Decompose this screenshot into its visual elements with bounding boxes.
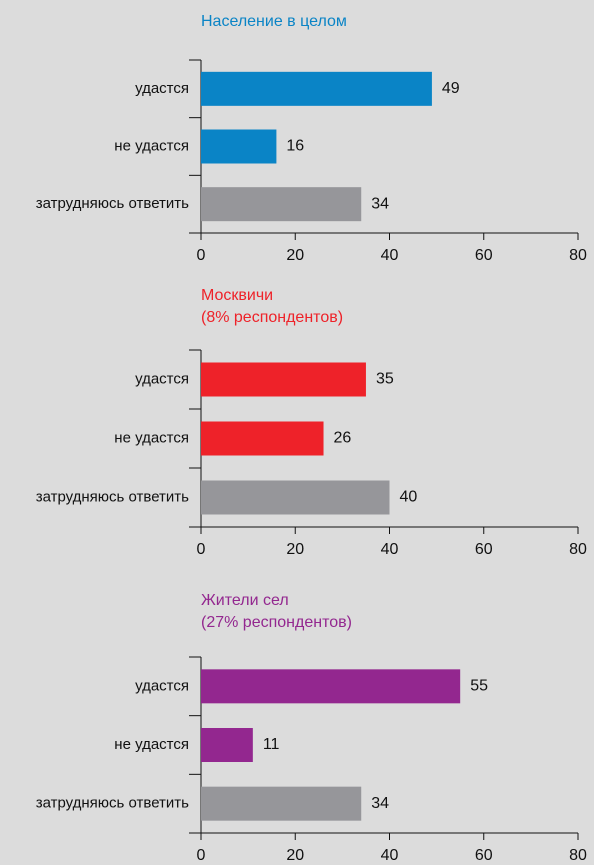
x-tick-label: 80	[569, 541, 587, 558]
x-tick-label: 20	[286, 541, 304, 558]
x-tick-label: 80	[569, 247, 587, 264]
value-label: 40	[400, 489, 418, 506]
bar	[201, 71, 432, 106]
value-label: 11	[263, 736, 280, 753]
x-tick-label: 0	[197, 247, 206, 264]
value-label: 55	[470, 678, 488, 695]
category-label: удастся	[135, 80, 189, 97]
x-tick-label: 20	[286, 847, 304, 864]
category-label: затрудняюсь ответить	[36, 795, 189, 812]
category-label: удастся	[135, 677, 189, 694]
x-tick-label: 0	[197, 541, 206, 558]
category-label: затрудняюсь ответить	[36, 195, 189, 212]
category-label: не удастся	[114, 137, 189, 154]
bar	[201, 480, 390, 515]
category-label: удастся	[135, 370, 189, 387]
x-tick-label: 40	[381, 847, 399, 864]
bar	[201, 669, 461, 704]
chart-title: Население в целом	[201, 13, 347, 30]
category-label: не удастся	[114, 736, 189, 753]
bar	[201, 728, 253, 762]
value-label: 26	[334, 430, 352, 447]
value-label: 34	[371, 795, 389, 812]
value-label: 34	[371, 195, 389, 212]
x-tick-label: 0	[197, 847, 206, 864]
bar	[201, 786, 362, 821]
bar	[201, 129, 277, 164]
chart-title: Жители сел	[201, 592, 289, 609]
value-label: 16	[286, 138, 304, 155]
category-label: затрудняюсь ответить	[36, 488, 189, 505]
chart-title: Москвичи	[201, 287, 273, 304]
x-tick-label: 40	[381, 541, 399, 558]
value-label: 49	[442, 80, 460, 97]
bar	[201, 187, 362, 222]
x-tick-label: 60	[475, 541, 493, 558]
x-tick-label: 60	[475, 847, 493, 864]
x-tick-label: 80	[569, 847, 587, 864]
category-label: не удастся	[114, 429, 189, 446]
x-tick-label: 60	[475, 247, 493, 264]
x-tick-label: 20	[286, 247, 304, 264]
bar	[201, 362, 366, 397]
value-label: 35	[376, 371, 394, 388]
x-tick-label: 40	[381, 247, 399, 264]
bar	[201, 421, 324, 456]
chart-subtitle: (27% респондентов)	[201, 614, 352, 631]
chart-subtitle: (8% респондентов)	[201, 309, 343, 326]
